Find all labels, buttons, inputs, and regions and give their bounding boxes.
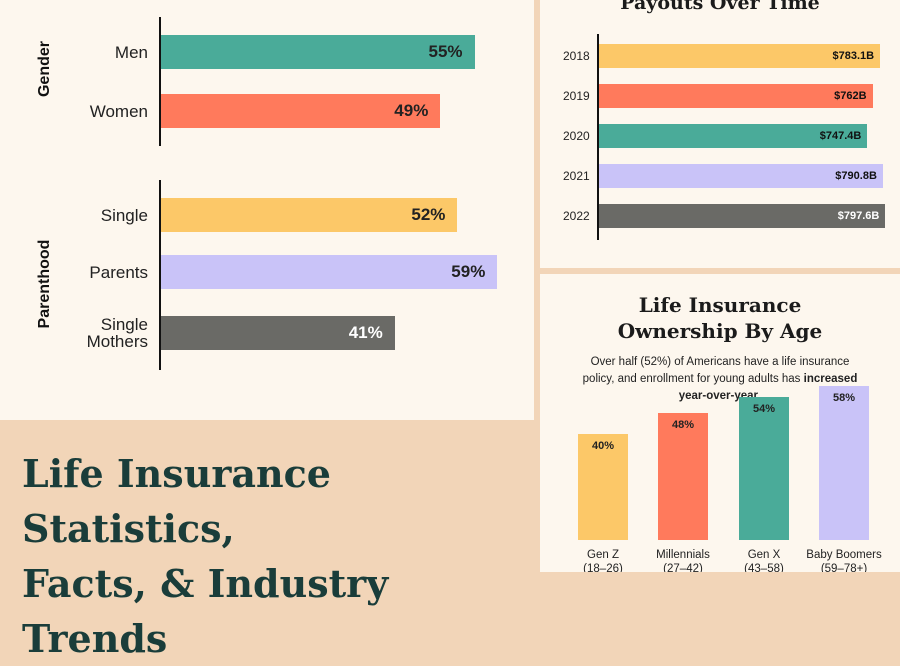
bar <box>599 84 873 108</box>
bar <box>161 316 395 350</box>
value-label: $783.1B <box>832 50 875 62</box>
bar <box>161 198 458 232</box>
generation-range: (43–58) <box>744 563 784 572</box>
bar <box>599 204 886 228</box>
category-label: Baby Boomers (59–78+) <box>799 548 889 572</box>
age-desc-end: . <box>758 390 761 402</box>
generation-range: (27–42) <box>663 563 703 572</box>
category-label: Single Mothers <box>86 315 148 351</box>
bar <box>599 124 868 148</box>
value-label: 52% <box>411 205 446 224</box>
year-label: 2020 <box>563 129 590 143</box>
payouts-title: Payouts Over Time <box>620 0 820 14</box>
generation-range: (18–26) <box>583 563 623 572</box>
bar <box>161 255 498 289</box>
page-headline: Life Insurance Statistics, Facts, & Indu… <box>22 446 527 666</box>
bar <box>599 164 883 188</box>
age-desc-text: Over half (52%) of Americans have a life… <box>582 356 850 385</box>
bar <box>599 44 881 68</box>
bar <box>819 386 869 540</box>
category-label: Parents <box>89 262 148 282</box>
headline-line-2: Facts, & Industry Trends <box>22 561 389 661</box>
category-label: Men <box>114 42 148 62</box>
bar <box>739 396 789 540</box>
value-label: 54% <box>752 402 776 415</box>
year-label: 2019 <box>563 89 590 103</box>
category-label: Gen Z (18–26) <box>558 548 648 572</box>
axis-line <box>159 17 161 146</box>
value-label: $762B <box>834 90 867 102</box>
generation-name: Gen Z <box>587 549 619 561</box>
value-label: 49% <box>394 101 429 120</box>
value-label: 41% <box>348 323 383 342</box>
generation-range: (59–78+) <box>820 563 868 572</box>
bar <box>161 35 475 69</box>
year-label: 2021 <box>563 169 590 183</box>
value-label: 55% <box>428 42 463 61</box>
bar <box>578 434 628 540</box>
bar <box>161 94 441 128</box>
age-desc-emphasis: increased year-over-year <box>678 373 858 402</box>
category-label: Single <box>100 205 148 225</box>
headline-line-1: Life Insurance Statistics, <box>22 451 331 551</box>
value-label: $747.4B <box>819 130 862 142</box>
ownership-by-demographic-chart: Gender Men 55% Women 49% Parenthood Single 52% P… <box>0 0 534 420</box>
category-label: Women <box>89 101 148 121</box>
axis-line <box>597 34 599 240</box>
value-label: 59% <box>451 262 486 281</box>
bar <box>658 412 708 540</box>
generation-name: Millennials <box>656 549 710 561</box>
value-label: 40% <box>591 440 615 452</box>
category-label: Millennials (27–42) <box>638 548 728 572</box>
value-label: 58% <box>832 392 856 405</box>
generation-name: Gen X <box>747 549 781 561</box>
value-label: 48% <box>671 418 695 431</box>
axis-line <box>159 180 161 370</box>
ownership-by-age-chart: Life Insurance Ownership By Age Over half… <box>540 274 900 572</box>
age-chart-title: Life Insurance Ownership By Age <box>617 293 823 343</box>
age-chart-description: Over half (52%) of Americans have a life… <box>580 354 860 405</box>
year-label: 2022 <box>563 209 590 223</box>
payouts-chart: Payouts Over Time 2018 $783.1B 2019 $762B 20… <box>540 0 900 268</box>
year-label: 2018 <box>563 49 590 63</box>
category-label: Gen X (43–58) <box>719 548 809 572</box>
generation-name: Baby Boomers <box>806 549 882 561</box>
value-label: $790.8B <box>835 170 877 182</box>
value-label: $797.6B <box>837 210 880 222</box>
